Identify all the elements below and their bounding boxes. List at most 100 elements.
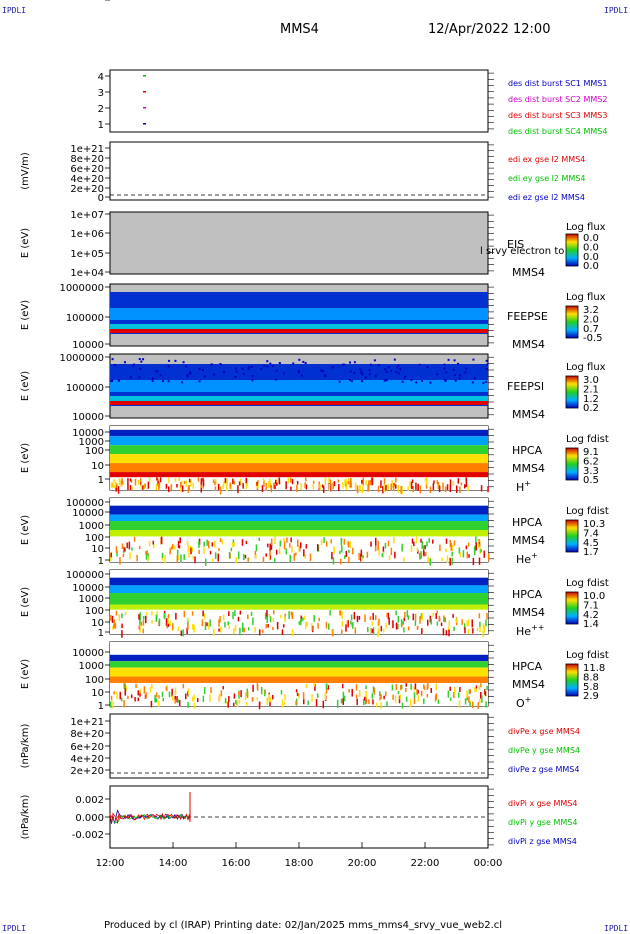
colorbar-title-hpca_he: Log fdist <box>566 506 609 517</box>
speck-hpca_he <box>360 555 363 562</box>
speck-hpca_h <box>369 479 372 485</box>
speck-hpca_o <box>155 698 158 703</box>
speck-hpca_h <box>222 481 225 486</box>
legend-divpi-1: divPi y gse MMS4 <box>508 818 577 827</box>
ytick-label-hpca_he2: 10000 <box>72 583 104 594</box>
speckle-feepsi <box>181 381 184 384</box>
xtick-label-0: 12:00 <box>96 858 125 869</box>
speck-hpca_he <box>459 552 462 558</box>
speck-hpca_he <box>145 551 147 555</box>
speck-hpca_he <box>323 537 325 544</box>
speck-hpca_he2 <box>347 620 349 628</box>
speckle-feepsi <box>213 373 216 376</box>
speckle-feepsi <box>156 370 159 373</box>
speck-hpca_o <box>196 698 199 702</box>
speck-hpca_o <box>413 697 416 705</box>
speck-hpca_he2 <box>139 624 141 633</box>
des-point-0 <box>143 75 146 77</box>
species-charge-hpca_he: + <box>531 551 538 560</box>
speck-hpca_he <box>413 541 415 547</box>
speckle-feepsi <box>457 362 460 365</box>
speckle-feepsi <box>373 359 376 362</box>
speck-hpca_he <box>122 553 125 558</box>
speck-hpca_he2 <box>156 611 158 619</box>
band-1-hpca_he <box>110 514 488 522</box>
band-0-hpca_o <box>110 654 488 662</box>
speck-hpca_he <box>467 542 470 547</box>
colorbar-title-hpca_he2: Log fdist <box>566 578 609 589</box>
speck-hpca_o <box>238 691 240 696</box>
speck-hpca_h <box>144 483 146 488</box>
speck-hpca_o <box>168 691 171 698</box>
speck-hpca_he <box>278 547 281 555</box>
speck-hpca_he2 <box>169 620 172 626</box>
ytick-label-feepsi: 1000000 <box>59 353 104 364</box>
speck-hpca_o <box>435 683 438 691</box>
speck-hpca_o <box>238 699 241 704</box>
speck-hpca_h <box>383 478 386 485</box>
colorbar-tick-feepsi-1: 2.1 <box>583 384 599 395</box>
speck-hpca_h <box>142 485 144 490</box>
speck-hpca_he2 <box>186 627 188 635</box>
speck-hpca_he2 <box>222 614 225 621</box>
speck-hpca_h <box>229 482 232 489</box>
speck-hpca_o <box>269 700 271 707</box>
speck-hpca_h <box>245 481 248 489</box>
speck-hpca_he <box>449 557 451 566</box>
speck-hpca_he <box>219 538 222 543</box>
speck-hpca_he2 <box>330 629 333 633</box>
speck-hpca_he <box>473 547 476 556</box>
speck-hpca_h <box>291 478 294 485</box>
speck-hpca_he2 <box>353 612 356 620</box>
speck-hpca_he2 <box>111 615 114 623</box>
speck-hpca_he <box>243 554 245 561</box>
speck-hpca_o <box>283 701 286 705</box>
speck-hpca_o <box>458 700 461 709</box>
speck-hpca_h <box>233 480 236 485</box>
speck-hpca_h <box>347 478 350 484</box>
speck-hpca_h <box>438 485 441 493</box>
speck-hpca_he2 <box>272 610 275 615</box>
speck-hpca_he2 <box>440 622 443 627</box>
speck-hpca_he <box>451 557 453 565</box>
speck-hpca_o <box>193 694 195 701</box>
speck-hpca_he2 <box>380 625 383 632</box>
speckle-feepsi <box>458 374 461 377</box>
speckle-feepsi <box>429 381 432 384</box>
speckle-feepsi <box>210 363 213 366</box>
speck-hpca_he <box>188 552 190 558</box>
speck-hpca_he2 <box>436 610 438 614</box>
speck-hpca_h <box>262 478 265 482</box>
speck-hpca_o <box>174 687 177 695</box>
instrument-label-feepsi: FEEPSI <box>507 380 544 393</box>
speck-hpca_o <box>325 687 328 694</box>
speck-hpca_he <box>339 558 342 565</box>
speck-hpca_he <box>427 556 430 563</box>
speck-hpca_he <box>394 551 396 559</box>
speck-hpca_he <box>269 543 271 551</box>
speck-hpca_he <box>231 542 234 548</box>
speck-hpca_h <box>256 481 258 486</box>
speck-hpca_h <box>312 480 315 484</box>
mms-label-feepse: MMS4 <box>512 338 545 351</box>
speckle-feepsi <box>458 377 461 380</box>
speck-hpca_o <box>471 701 474 708</box>
spectrogram-feepsi <box>110 358 489 406</box>
speck-hpca_o <box>268 694 271 702</box>
speck-hpca_he2 <box>193 624 195 633</box>
speck-hpca_he <box>161 552 164 559</box>
speck-hpca_h <box>274 485 276 490</box>
speck-hpca_he2 <box>420 613 423 620</box>
speckle-feepsi <box>140 360 143 363</box>
speck-hpca_o <box>348 689 350 693</box>
colorbar-tick-feepse-0: 3.2 <box>583 305 599 316</box>
speck-hpca_he2 <box>438 615 441 621</box>
speck-hpca_o <box>165 686 168 691</box>
speck-hpca_h <box>276 482 278 486</box>
speck-hpca_he2 <box>142 615 145 620</box>
speck-hpca_he <box>421 541 423 549</box>
speckle-feepsi <box>401 380 404 383</box>
speck-hpca_o <box>414 683 417 690</box>
speck-hpca_he2 <box>385 622 387 629</box>
speck-hpca_he <box>173 545 176 550</box>
